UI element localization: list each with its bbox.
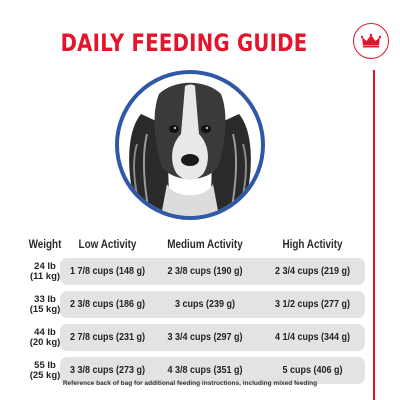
footnote: Reference back of bag for additional fee… [62, 380, 318, 387]
low-activity-cell: 2 3/8 cups (186 g) [69, 299, 146, 310]
weight-kg: (20 kg) [29, 336, 61, 348]
table-row: 44 lb (20 kg) 2 7/8 cups (231 g) 3 3/4 c… [25, 324, 365, 351]
weight-cell: 24 lb (11 kg) [25, 260, 65, 282]
weight-lb: 44 lb [34, 326, 56, 338]
medium-activity-cell: 3 cups (239 g) [174, 299, 236, 310]
feeding-table: Weight Low Activity Medium Activity High… [25, 232, 365, 390]
weight-kg: (11 kg) [29, 270, 61, 282]
weight-cell: 44 lb (20 kg) [25, 326, 65, 348]
table-row: 24 lb (11 kg) 1 7/8 cups (148 g) 2 3/8 c… [25, 258, 365, 285]
low-activity-cell: 3 3/8 cups (273 g) [69, 365, 146, 376]
weight-cell: 33 lb (15 kg) [25, 293, 65, 315]
high-activity-cell: 5 cups (406 g) [282, 365, 343, 376]
weight-lb: 24 lb [34, 260, 56, 272]
weight-kg: (15 kg) [29, 303, 61, 315]
high-activity-cell: 4 1/4 cups (344 g) [274, 332, 351, 343]
low-activity-cell: 2 7/8 cups (231 g) [69, 332, 146, 343]
table-row: 55 lb (25 kg) 3 3/8 cups (273 g) 4 3/8 c… [25, 357, 365, 384]
spaniel-dog-portrait-icon [129, 82, 251, 216]
table-row: 33 lb (15 kg) 2 3/8 cups (186 g) 3 cups … [25, 291, 365, 318]
header-high-activity: High Activity [282, 239, 343, 251]
weight-lb: 55 lb [34, 359, 56, 371]
dog-portrait [115, 70, 265, 220]
medium-activity-cell: 3 3/4 cups (297 g) [167, 332, 243, 343]
table-header: Weight Low Activity Medium Activity High… [25, 232, 365, 258]
low-activity-cell: 1 7/8 cups (148 g) [69, 266, 146, 277]
brand-divider-line [373, 70, 375, 400]
crown-icon [361, 34, 381, 48]
high-activity-cell: 2 3/4 cups (219 g) [274, 266, 351, 277]
medium-activity-cell: 4 3/8 cups (351 g) [167, 365, 243, 376]
header-medium-activity: Medium Activity [167, 239, 243, 251]
weight-kg: (25 kg) [29, 369, 61, 381]
header-low-activity: Low Activity [78, 239, 137, 251]
weight-cell: 55 lb (25 kg) [25, 359, 65, 381]
page-title: DAILY FEEDING GUIDE [60, 29, 308, 57]
weight-lb: 33 lb [34, 293, 56, 305]
medium-activity-cell: 2 3/8 cups (190 g) [167, 266, 243, 277]
high-activity-cell: 3 1/2 cups (277 g) [274, 299, 351, 310]
brand-logo [353, 23, 389, 59]
header-weight: Weight [28, 239, 62, 251]
